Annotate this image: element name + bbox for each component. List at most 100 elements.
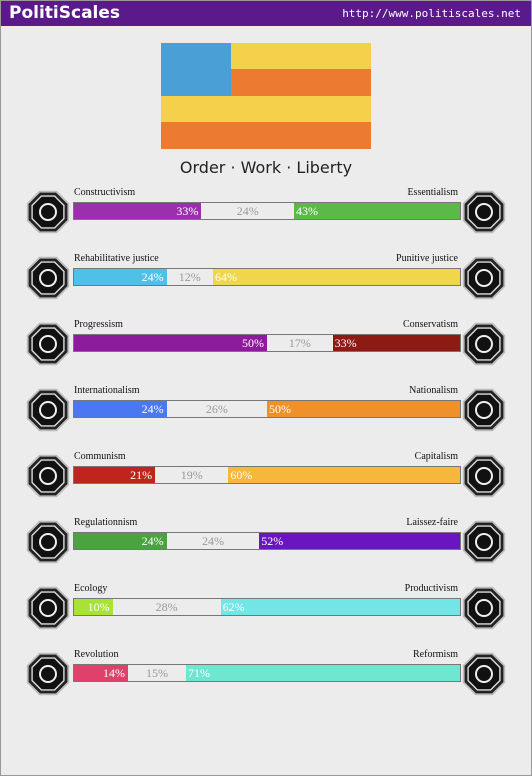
scale-segment: 71% — [185, 665, 460, 681]
left-axis-name: Constructivism — [74, 187, 136, 198]
scale-segment: 24% — [74, 401, 167, 417]
slogan: Order · Work · Liberty — [179, 158, 353, 177]
percent-label: 33% — [334, 336, 357, 350]
site-title[interactable]: PolitiScales — [9, 3, 121, 23]
flag — [161, 43, 371, 149]
scale-icon — [462, 388, 506, 432]
percent-label: 24% — [201, 534, 224, 548]
scale-icon — [462, 322, 506, 366]
scale-segment: 19% — [155, 467, 229, 483]
left-axis-name: Revolution — [74, 649, 119, 660]
scale-icon — [26, 256, 70, 300]
scale-icon — [26, 322, 70, 366]
scale-segment: 52% — [259, 533, 460, 549]
right-axis-name: Capitalism — [414, 451, 458, 462]
right-axis-name: Reformism — [413, 649, 458, 660]
scale-icon — [26, 190, 70, 234]
scale-row: Constructivism Essentialism 33% 24% 43% — [1, 187, 531, 247]
scale-segment: 50% — [267, 401, 460, 417]
scale-bar: 14% 15% 71% — [73, 664, 461, 682]
percent-label: 62% — [222, 600, 245, 614]
scale-segment: 14% — [74, 665, 129, 681]
right-axis-name: Essentialism — [407, 187, 458, 198]
scale-segment: 24% — [201, 203, 295, 219]
left-axis-name: Rehabilitative justice — [74, 253, 159, 264]
percent-label: 52% — [261, 534, 284, 548]
percent-label: 28% — [155, 600, 178, 614]
percent-label: 60% — [230, 468, 253, 482]
percent-label: 21% — [130, 468, 153, 482]
scale-segment: 26% — [166, 401, 267, 417]
scale-segment: 12% — [166, 269, 213, 285]
scale-icon — [462, 652, 506, 696]
scale-icon — [462, 454, 506, 498]
percent-label: 24% — [236, 204, 259, 218]
scale-bar: 24% 24% 52% — [73, 532, 461, 550]
left-axis-name: Regulationnism — [74, 517, 138, 528]
scale-icon — [462, 586, 506, 630]
scale-bar: 50% 17% 33% — [73, 334, 461, 352]
right-axis-name: Conservatism — [403, 319, 458, 330]
percent-label: 12% — [178, 270, 201, 284]
scale-segment: 33% — [332, 335, 460, 351]
scale-row: Revolution Reformism 14% 15% 71% — [1, 649, 531, 709]
percent-label: 17% — [288, 336, 311, 350]
scale-segment: 17% — [267, 335, 333, 351]
scale-segment: 21% — [74, 467, 156, 483]
site-url[interactable]: http://www.politiscales.net — [342, 7, 521, 20]
scale-row: Ecology Productivism 10% 28% 62% — [1, 583, 531, 643]
scale-icon — [26, 652, 70, 696]
scale-row: Regulationnism Laissez-faire 24% 24% 52% — [1, 517, 531, 577]
scale-segment: 43% — [294, 203, 460, 219]
percent-label: 24% — [141, 270, 164, 284]
left-axis-name: Progressism — [74, 319, 123, 330]
header: PolitiScales http://www.politiscales.net — [1, 1, 531, 26]
scale-row: Internationalism Nationalism 24% 26% 50% — [1, 385, 531, 445]
scale-row: Rehabilitative justice Punitive justice 24… — [1, 253, 531, 313]
right-axis-name: Punitive justice — [396, 253, 458, 264]
left-axis-name: Communism — [74, 451, 126, 462]
scale-bar: 21% 19% 60% — [73, 466, 461, 484]
right-axis-name: Productivism — [404, 583, 458, 594]
scale-bar: 24% 12% 64% — [73, 268, 461, 286]
percent-label: 43% — [296, 204, 319, 218]
percent-label: 26% — [205, 402, 228, 416]
scale-segment: 24% — [74, 533, 167, 549]
scale-icon — [462, 190, 506, 234]
scale-row: Progressism Conservatism 50% 17% 33% — [1, 319, 531, 379]
percent-label: 71% — [187, 666, 210, 680]
scale-segment: 50% — [74, 335, 268, 351]
percent-label: 24% — [141, 534, 164, 548]
scale-icon — [26, 586, 70, 630]
scale-bar: 10% 28% 62% — [73, 598, 461, 616]
right-axis-name: Nationalism — [409, 385, 458, 396]
scale-icon — [462, 256, 506, 300]
scale-segment: 24% — [74, 269, 167, 285]
percent-label: 15% — [145, 666, 168, 680]
percent-label: 14% — [103, 666, 126, 680]
scale-segment: 28% — [112, 599, 221, 615]
scale-segment: 60% — [228, 467, 460, 483]
scale-segment: 15% — [128, 665, 186, 681]
scale-segment: 24% — [166, 533, 260, 549]
percent-label: 10% — [87, 600, 110, 614]
percent-label: 50% — [269, 402, 291, 416]
scale-segment: 33% — [74, 203, 202, 219]
scale-icon — [26, 388, 70, 432]
percent-label: 19% — [180, 468, 203, 482]
scale-segment: 64% — [212, 269, 460, 285]
percent-label: 33% — [176, 204, 199, 218]
scale-bar: 33% 24% 43% — [73, 202, 461, 220]
percent-label: 24% — [141, 402, 164, 416]
percent-label: 64% — [214, 270, 237, 284]
scale-segment: 62% — [220, 599, 460, 615]
left-axis-name: Ecology — [74, 583, 108, 594]
right-axis-name: Laissez-faire — [406, 517, 458, 528]
scale-icon — [462, 520, 506, 564]
scale-bar: 24% 26% 50% — [73, 400, 461, 418]
scale-segment: 10% — [74, 599, 113, 615]
scale-icon — [26, 454, 70, 498]
scale-row: Communism Capitalism 21% 19% 60% — [1, 451, 531, 511]
scale-icon — [26, 520, 70, 564]
